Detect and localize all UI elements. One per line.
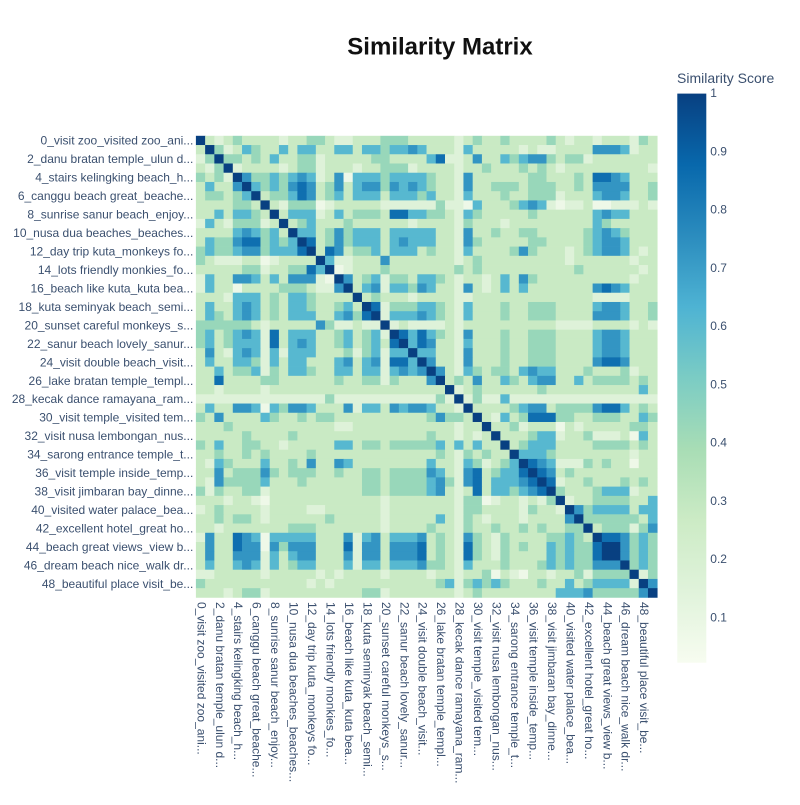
svg-text:18_kuta seminyak beach_semi...: 18_kuta seminyak beach_semi...: [360, 602, 374, 777]
svg-text:0_visit zoo_visited zoo_ani...: 0_visit zoo_visited zoo_ani...: [194, 602, 208, 755]
svg-text:4_stairs kelingking beach_h...: 4_stairs kelingking beach_h...: [231, 602, 245, 760]
svg-text:20_sunset careful monkeys_s...: 20_sunset careful monkeys_s...: [25, 318, 194, 332]
svg-text:34_sarong entrance temple_t...: 34_sarong entrance temple_t...: [27, 448, 193, 462]
svg-text:42_excellent hotel_great ho...: 42_excellent hotel_great ho...: [36, 521, 193, 535]
svg-text:14_lots friendly monkies_fo...: 14_lots friendly monkies_fo...: [323, 602, 337, 757]
svg-text:44_beach great views_view b...: 44_beach great views_view b...: [600, 602, 614, 769]
svg-text:32_visit nusa lembongan_nus...: 32_visit nusa lembongan_nus...: [25, 429, 194, 443]
svg-text:14_lots friendly monkies_fo...: 14_lots friendly monkies_fo...: [38, 263, 193, 277]
svg-text:28_kecak dance ramayana_ram...: 28_kecak dance ramayana_ram...: [453, 602, 467, 783]
svg-text:22_sanur beach lovely_sanur...: 22_sanur beach lovely_sanur...: [397, 602, 411, 768]
svg-text:32_visit nusa lembongan_nus...: 32_visit nusa lembongan_nus...: [490, 602, 504, 771]
svg-text:2_danu bratan temple_ulun d...: 2_danu bratan temple_ulun d...: [27, 152, 193, 166]
svg-text:44_beach great views_view b...: 44_beach great views_view b...: [26, 540, 193, 554]
svg-text:10_nusa dua beaches_beaches...: 10_nusa dua beaches_beaches...: [13, 226, 193, 240]
svg-text:48_beautiful place visit_be...: 48_beautiful place visit_be...: [637, 602, 651, 753]
svg-text:42_excellent hotel_great ho...: 42_excellent hotel_great ho...: [582, 602, 596, 759]
svg-text:18_kuta seminyak beach_semi...: 18_kuta seminyak beach_semi...: [19, 300, 194, 314]
svg-text:36_visit temple inside_temp...: 36_visit temple inside_temp...: [35, 466, 193, 480]
svg-text:22_sanur beach lovely_sanur...: 22_sanur beach lovely_sanur...: [27, 337, 193, 351]
svg-text:0.2: 0.2: [710, 552, 727, 566]
svg-text:40_visited water palace_bea...: 40_visited water palace_bea...: [31, 503, 193, 517]
svg-text:0_visit zoo_visited zoo_ani...: 0_visit zoo_visited zoo_ani...: [41, 134, 194, 148]
svg-text:2_danu bratan temple_ulun d...: 2_danu bratan temple_ulun d...: [213, 602, 227, 768]
svg-text:8_sunrise sanur beach_enjoy...: 8_sunrise sanur beach_enjoy...: [268, 602, 282, 768]
svg-text:34_sarong entrance temple_t...: 34_sarong entrance temple_t...: [508, 602, 522, 768]
svg-text:30_visit temple_visited tem...: 30_visit temple_visited tem...: [39, 411, 193, 425]
svg-text:12_day trip kuta_monkeys fo...: 12_day trip kuta_monkeys fo...: [30, 245, 193, 259]
svg-text:12_day trip kuta_monkeys fo...: 12_day trip kuta_monkeys fo...: [305, 602, 319, 765]
svg-text:20_sunset careful monkeys_s...: 20_sunset careful monkeys_s...: [379, 602, 393, 771]
svg-text:6_canggu beach great_beache...: 6_canggu beach great_beache...: [250, 602, 264, 777]
svg-text:0.1: 0.1: [710, 610, 727, 624]
svg-text:40_visited water palace_bea...: 40_visited water palace_bea...: [563, 602, 577, 764]
svg-text:1: 1: [710, 86, 717, 100]
svg-text:0.9: 0.9: [710, 144, 727, 158]
svg-text:38_visit jimbaran bay_dinne...: 38_visit jimbaran bay_dinne...: [35, 485, 194, 499]
svg-text:46_dream beach nice_walk dr...: 46_dream beach nice_walk dr...: [619, 602, 633, 771]
svg-text:10_nusa dua beaches_beaches...: 10_nusa dua beaches_beaches...: [287, 602, 301, 782]
svg-text:46_dream beach nice_walk dr...: 46_dream beach nice_walk dr...: [24, 558, 193, 572]
svg-text:24_visit double beach_visit...: 24_visit double beach_visit...: [416, 602, 430, 755]
svg-text:16_beach like kuta_kuta bea...: 16_beach like kuta_kuta bea...: [342, 602, 356, 765]
svg-text:Similarity Score: Similarity Score: [677, 70, 774, 86]
svg-text:0.7: 0.7: [710, 261, 727, 275]
svg-text:0.8: 0.8: [710, 203, 727, 217]
svg-text:6_canggu beach great_beache...: 6_canggu beach great_beache...: [18, 189, 193, 203]
svg-text:38_visit jimbaran bay_dinne...: 38_visit jimbaran bay_dinne...: [545, 602, 559, 761]
svg-text:0.6: 0.6: [710, 319, 727, 333]
svg-text:0.5: 0.5: [710, 377, 727, 391]
svg-text:30_visit temple_visited tem...: 30_visit temple_visited tem...: [471, 602, 485, 756]
svg-text:Similarity Matrix: Similarity Matrix: [347, 34, 533, 61]
svg-text:24_visit double beach_visit...: 24_visit double beach_visit...: [40, 355, 193, 369]
svg-text:28_kecak dance ramayana_ram...: 28_kecak dance ramayana_ram...: [12, 392, 193, 406]
svg-text:16_beach like kuta_kuta bea...: 16_beach like kuta_kuta bea...: [31, 281, 194, 295]
svg-text:36_visit temple inside_temp...: 36_visit temple inside_temp...: [526, 602, 540, 760]
svg-text:0.3: 0.3: [710, 494, 727, 508]
svg-text:0.4: 0.4: [710, 436, 727, 450]
svg-text:48_beautiful place visit_be...: 48_beautiful place visit_be...: [42, 577, 193, 591]
svg-text:26_lake bratan temple_templ...: 26_lake bratan temple_templ...: [29, 374, 194, 388]
svg-text:4_stairs kelingking beach_h...: 4_stairs kelingking beach_h...: [35, 171, 193, 185]
svg-text:8_sunrise sanur beach_enjoy...: 8_sunrise sanur beach_enjoy...: [27, 208, 193, 222]
svg-text:26_lake bratan temple_templ...: 26_lake bratan temple_templ...: [434, 602, 448, 767]
